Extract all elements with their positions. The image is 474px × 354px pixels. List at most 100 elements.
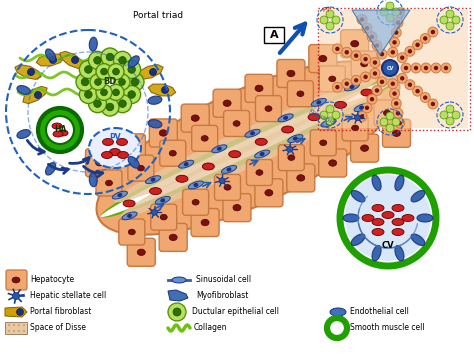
Polygon shape bbox=[23, 86, 47, 104]
Circle shape bbox=[360, 114, 364, 119]
Circle shape bbox=[95, 79, 101, 85]
Circle shape bbox=[108, 84, 124, 101]
FancyBboxPatch shape bbox=[224, 110, 250, 137]
Circle shape bbox=[113, 51, 131, 69]
Circle shape bbox=[101, 48, 119, 66]
Ellipse shape bbox=[382, 211, 394, 218]
Circle shape bbox=[326, 22, 334, 30]
Text: Space of Disse: Space of Disse bbox=[30, 324, 86, 332]
Circle shape bbox=[446, 22, 454, 30]
Ellipse shape bbox=[255, 138, 267, 145]
Circle shape bbox=[370, 68, 380, 79]
FancyBboxPatch shape bbox=[319, 149, 346, 177]
Circle shape bbox=[357, 112, 367, 121]
Circle shape bbox=[393, 18, 403, 28]
Circle shape bbox=[382, 60, 398, 76]
Circle shape bbox=[367, 32, 377, 42]
Circle shape bbox=[380, 52, 384, 56]
Circle shape bbox=[84, 66, 92, 73]
Circle shape bbox=[380, 8, 388, 16]
Ellipse shape bbox=[123, 200, 135, 207]
Circle shape bbox=[287, 146, 293, 152]
Circle shape bbox=[412, 86, 423, 96]
Ellipse shape bbox=[128, 145, 136, 151]
Circle shape bbox=[332, 16, 340, 24]
Ellipse shape bbox=[193, 183, 198, 187]
Circle shape bbox=[106, 103, 114, 111]
Ellipse shape bbox=[335, 101, 346, 108]
Circle shape bbox=[149, 69, 156, 75]
Circle shape bbox=[444, 66, 448, 70]
Ellipse shape bbox=[308, 114, 320, 121]
Circle shape bbox=[392, 8, 400, 16]
Ellipse shape bbox=[159, 130, 167, 136]
Ellipse shape bbox=[287, 70, 295, 77]
Circle shape bbox=[326, 105, 334, 113]
Text: CV: CV bbox=[382, 241, 394, 251]
Ellipse shape bbox=[169, 150, 176, 156]
Circle shape bbox=[342, 47, 352, 57]
Circle shape bbox=[351, 51, 361, 61]
Circle shape bbox=[360, 17, 364, 22]
Circle shape bbox=[364, 75, 368, 79]
Ellipse shape bbox=[417, 214, 433, 222]
Circle shape bbox=[151, 209, 157, 215]
FancyBboxPatch shape bbox=[215, 175, 240, 200]
Circle shape bbox=[17, 308, 24, 315]
Ellipse shape bbox=[344, 83, 359, 91]
Text: Myofibroblast: Myofibroblast bbox=[196, 291, 248, 301]
FancyBboxPatch shape bbox=[118, 134, 146, 162]
Circle shape bbox=[431, 30, 435, 34]
Ellipse shape bbox=[250, 131, 255, 135]
Ellipse shape bbox=[402, 215, 414, 222]
Circle shape bbox=[391, 50, 395, 55]
Ellipse shape bbox=[351, 40, 359, 47]
FancyBboxPatch shape bbox=[341, 30, 369, 58]
Circle shape bbox=[414, 66, 418, 70]
Circle shape bbox=[8, 324, 10, 326]
Circle shape bbox=[446, 10, 454, 18]
FancyBboxPatch shape bbox=[277, 59, 305, 87]
Circle shape bbox=[326, 10, 334, 18]
Circle shape bbox=[332, 111, 340, 119]
Circle shape bbox=[386, 112, 394, 120]
Ellipse shape bbox=[217, 147, 222, 151]
Ellipse shape bbox=[282, 126, 293, 133]
Circle shape bbox=[408, 82, 412, 87]
Ellipse shape bbox=[328, 160, 337, 166]
Circle shape bbox=[392, 40, 397, 45]
Text: Endothelial cell: Endothelial cell bbox=[350, 308, 409, 316]
Ellipse shape bbox=[395, 175, 404, 190]
Circle shape bbox=[395, 118, 405, 128]
Circle shape bbox=[332, 82, 342, 92]
Ellipse shape bbox=[351, 190, 365, 202]
Circle shape bbox=[101, 98, 119, 116]
Ellipse shape bbox=[172, 277, 186, 283]
Ellipse shape bbox=[146, 176, 161, 184]
Circle shape bbox=[400, 56, 404, 60]
Circle shape bbox=[326, 117, 334, 125]
Ellipse shape bbox=[288, 135, 303, 143]
Ellipse shape bbox=[100, 78, 395, 218]
FancyBboxPatch shape bbox=[96, 170, 122, 196]
Circle shape bbox=[424, 66, 428, 70]
Circle shape bbox=[361, 54, 371, 64]
Ellipse shape bbox=[359, 105, 364, 110]
Text: Portal fibroblast: Portal fibroblast bbox=[30, 308, 91, 316]
Circle shape bbox=[18, 324, 20, 326]
Circle shape bbox=[370, 35, 374, 39]
Circle shape bbox=[354, 53, 358, 58]
FancyBboxPatch shape bbox=[191, 209, 219, 236]
Ellipse shape bbox=[316, 100, 321, 104]
Circle shape bbox=[94, 100, 101, 107]
Ellipse shape bbox=[233, 121, 240, 126]
Ellipse shape bbox=[53, 131, 63, 137]
Circle shape bbox=[27, 69, 35, 75]
Ellipse shape bbox=[202, 163, 214, 170]
FancyBboxPatch shape bbox=[223, 194, 251, 222]
Circle shape bbox=[392, 91, 397, 96]
FancyBboxPatch shape bbox=[6, 270, 27, 290]
Circle shape bbox=[401, 63, 411, 73]
Circle shape bbox=[168, 303, 186, 321]
FancyBboxPatch shape bbox=[191, 125, 218, 152]
